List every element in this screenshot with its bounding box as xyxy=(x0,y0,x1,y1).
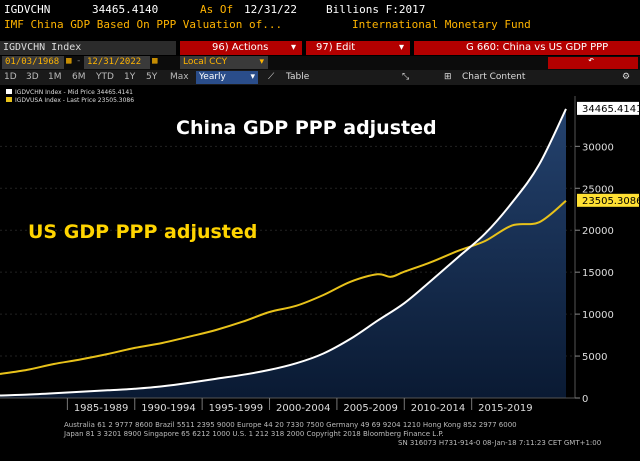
x-tick-label: 2015-2019 xyxy=(478,403,533,414)
actions-menu-button[interactable]: 96) Actions ▾ xyxy=(180,41,302,55)
period-bar: 1D 3D 1M 6M YTD 1Y 5Y Max Yearly ▾ ⟋ Tab… xyxy=(0,70,640,85)
edit-menu-button[interactable]: 97) Edit ▾ xyxy=(306,41,410,55)
legend-swatch-china xyxy=(6,89,12,94)
as-of-date: 12/31/22 xyxy=(244,3,297,16)
gdp-chart: 0 5000 10000 15000 20000 25000 30000 1985-1989… xyxy=(0,86,640,426)
ticker: IGDVCHN xyxy=(4,3,51,16)
legend-us: IGDVUSA Index - Last Price 23505.3086 xyxy=(15,97,134,104)
security-field[interactable]: IGDVCHN Index xyxy=(0,41,176,55)
frequency-select[interactable]: Yearly ▾ xyxy=(196,71,258,84)
chart-content-button[interactable]: Chart Content xyxy=(462,72,526,82)
line-chart-icon[interactable]: ⟋ xyxy=(268,72,275,82)
period-ytd[interactable]: YTD xyxy=(96,72,114,82)
china-last-value-tag: 34465.4141 xyxy=(577,101,640,115)
frequency-label: Yearly xyxy=(199,72,226,82)
undo-icon: ↶ xyxy=(588,55,595,66)
china-area-fill xyxy=(0,108,566,399)
x-tick-label: 1995-1999 xyxy=(209,403,264,414)
period-1d[interactable]: 1D xyxy=(4,72,17,82)
x-tick-label: 2005-2009 xyxy=(343,403,398,414)
us-last-value: 23505.3086 xyxy=(582,196,640,207)
current-value: 34465.4140 xyxy=(92,3,159,16)
footer-contacts-1: Australia 61 2 9777 8600 Brazil 5511 239… xyxy=(64,421,517,429)
units-label: Billions F:2017 xyxy=(326,3,426,16)
period-1y[interactable]: 1Y xyxy=(124,72,136,82)
security-description: IMF China GDP Based On PPP Valuation of.… xyxy=(4,18,283,31)
y-tick-label: 0 xyxy=(582,394,588,405)
gear-icon[interactable]: ⚙ xyxy=(622,72,631,82)
y-axis-ticks: 0 5000 10000 15000 20000 25000 30000 xyxy=(575,142,614,405)
footer-contacts-2: Japan 81 3 3201 8900 Singapore 65 6212 1… xyxy=(64,430,444,438)
china-gdp-line xyxy=(0,108,567,397)
china-annotation: China GDP PPP adjusted xyxy=(176,117,437,139)
y-tick-label: 25000 xyxy=(582,184,614,195)
currency-label: Local CCY xyxy=(183,57,228,67)
period-max[interactable]: Max xyxy=(170,72,189,82)
graph-title: G 660: China vs US GDP PPP xyxy=(414,41,640,55)
us-annotation: US GDP PPP adjusted xyxy=(28,221,257,243)
actions-label: 96) Actions xyxy=(212,42,269,53)
currency-select[interactable]: Local CCY ▾ xyxy=(180,56,268,69)
edit-label: 97) Edit xyxy=(316,42,356,53)
period-3d[interactable]: 3D xyxy=(26,72,39,82)
footer-session: SN 316073 H731-914-0 08-Jan-18 7:11:23 C… xyxy=(398,439,602,447)
footer: Australia 61 2 9777 8600 Brazil 5511 239… xyxy=(0,420,640,460)
legend-china: IGDVCHN Index - Mid Price 34465.4141 xyxy=(15,89,133,96)
chevron-down-icon: ▾ xyxy=(398,42,404,53)
as-of-label: As Of xyxy=(200,3,234,16)
x-axis-ticks: 1985-1989 1990-1994 1995-1999 2000-2004 2005… xyxy=(66,398,533,414)
period-1m[interactable]: 1M xyxy=(48,72,62,82)
y-tick-label: 20000 xyxy=(582,226,614,237)
y-tick-label: 30000 xyxy=(582,142,614,153)
data-source: International Monetary Fund xyxy=(352,18,531,31)
y-tick-label: 5000 xyxy=(582,352,607,363)
x-tick-label: 1990-1994 xyxy=(141,403,196,414)
chevron-down-icon: ▾ xyxy=(290,42,296,53)
table-view-button[interactable]: Table xyxy=(286,72,310,82)
end-date-input[interactable]: 12/31/2022 xyxy=(84,56,150,69)
calendar-icon[interactable]: ▦ xyxy=(152,56,158,66)
back-button[interactable]: ↶ xyxy=(548,55,638,69)
x-tick-label: 2010-2014 xyxy=(411,403,466,414)
legend: IGDVCHN Index - Mid Price 34465.4141 IGD… xyxy=(6,89,134,104)
y-tick-label: 10000 xyxy=(582,310,614,321)
chevron-down-icon: ▾ xyxy=(250,72,255,82)
chevron-down-icon: ▾ xyxy=(259,57,264,67)
security-header: IGDVCHN 34465.4140 As Of 12/31/22 Billio… xyxy=(0,2,640,18)
y-tick-label: 15000 xyxy=(582,268,614,279)
date-range-bar: 01/03/1968 ▦ - 12/31/2022 ▦ Local CCY ▾ … xyxy=(0,55,640,70)
us-gdp-line xyxy=(0,200,567,375)
us-last-value-tag: 23505.3086 xyxy=(577,193,640,207)
calendar-icon[interactable]: ▦ xyxy=(66,56,72,66)
legend-swatch-us xyxy=(6,97,12,102)
x-tick-label: 1985-1989 xyxy=(74,403,129,414)
period-6m[interactable]: 6M xyxy=(72,72,86,82)
period-5y[interactable]: 5Y xyxy=(146,72,158,82)
toolbar: IGDVCHN Index 96) Actions ▾ 97) Edit ▾ G… xyxy=(0,40,640,56)
security-description-row: IMF China GDP Based On PPP Valuation of.… xyxy=(0,18,640,32)
chart-settings-icon[interactable]: ⊞ xyxy=(444,72,452,82)
china-last-value: 34465.4141 xyxy=(582,104,640,115)
x-tick-label: 2000-2004 xyxy=(276,403,331,414)
dash-separator: - xyxy=(76,56,82,66)
start-date-input[interactable]: 01/03/1968 xyxy=(2,56,64,69)
compress-icon[interactable]: ⤡ xyxy=(402,72,410,82)
